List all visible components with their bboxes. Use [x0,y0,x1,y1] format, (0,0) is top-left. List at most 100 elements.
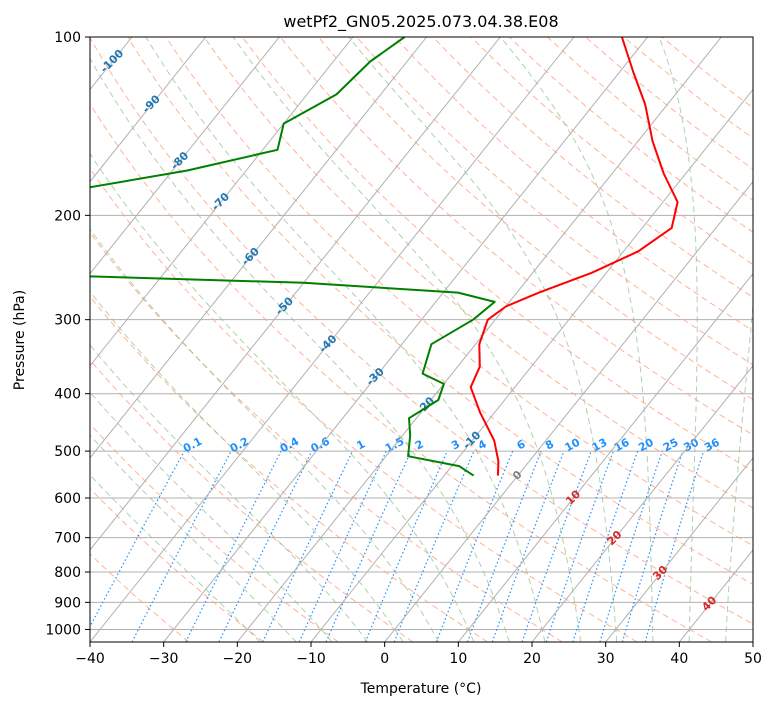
mixing-ratio-line [218,450,313,642]
mixing-ratio-label: 8 [543,437,556,452]
y-tick-label: 200 [54,208,81,224]
dry-adiabat [318,37,753,401]
mixing-ratio-line [644,450,705,642]
mixing-ratio-line [435,450,514,642]
isotherm-line [90,37,575,642]
y-axis-label: Pressure (hPa) [12,290,28,390]
dry-adiabat [127,37,753,586]
plot-area: 0.10.20.40.611.52346810131620253036-100-… [90,37,753,642]
isotherm-line [90,37,501,551]
x-tick-label: 20 [523,651,541,667]
mixing-ratio-label: 13 [590,436,610,455]
mixing-ratio-line [572,450,639,642]
mixing-ratio-label: 3 [449,437,462,452]
dry-adiabat [90,487,264,642]
moist-adiabat [232,37,582,642]
mixing-ratio-line [185,450,282,642]
x-axis-label: Temperature (°C) [360,681,482,697]
dry-adiabat [585,37,753,170]
isotherm-line [90,37,354,367]
mixing-ratio-line [466,450,542,642]
isotherm-line [310,88,753,642]
mixing-ratio-line [545,450,614,642]
dry-adiabat [547,37,753,201]
mixing-ratio-label: 10 [563,436,583,455]
isotherm-label: -100 [98,47,127,76]
x-tick-label: −40 [75,651,105,667]
dry-adiabat [470,37,753,266]
y-tick-label: 900 [54,595,81,611]
dry-adiabat [90,167,638,642]
y-tick-label: 300 [54,313,81,329]
dry-adiabat [508,37,753,233]
mixing-ratio-line [90,450,185,628]
x-tick-label: −10 [296,651,326,667]
dry-adiabat [90,423,339,642]
isotherm-line [90,37,280,275]
isotherm-label: 30 [650,563,670,583]
isotherm-line [384,180,753,642]
x-tick-label: 10 [449,651,467,667]
mixing-ratio-label: 20 [636,436,656,455]
isotherm-label: 10 [563,487,583,507]
isotherm-line [163,37,649,642]
dry-adiabat [356,37,753,366]
mixing-ratio-label: 0.1 [181,435,204,456]
isotherm-line [605,457,753,642]
isotherm-label: -50 [273,294,296,317]
moist-adiabat [90,152,475,642]
mixing-ratio-line [262,450,354,642]
dry-adiabat [432,37,753,298]
isotherm-line [90,37,207,183]
mixing-ratio-label: 25 [661,436,681,455]
isotherm-label: -90 [140,92,163,115]
mixing-ratio-label: 16 [612,436,632,455]
mixing-ratio-line [364,450,448,642]
dry-adiabat [90,37,753,625]
isotherm-label: -40 [316,332,339,355]
mixing-ratio-line [521,450,592,642]
x-axis: −40 −30 −20 −10 0 10 20 30 40 50 [75,642,762,667]
isotherm-line [457,272,753,642]
y-tick-label: 1000 [45,622,81,638]
y-tick-label: 500 [54,444,81,460]
mixing-ratio-line [491,450,565,642]
dry-adiabat [90,553,190,642]
isotherm-line [678,549,753,642]
isotherm-label: 40 [699,593,719,613]
mixing-ratio-label: 6 [515,437,528,452]
moist-adiabat [658,37,698,642]
x-tick-label: 0 [380,651,389,667]
x-tick-label: 30 [597,651,615,667]
moist-adiabat [348,37,618,642]
isotherm-label: -80 [168,149,191,172]
dry-adiabat [165,37,753,547]
isotherm-label: 20 [605,528,625,548]
isotherm-line [236,37,722,642]
moist-adiabat [90,474,261,642]
moist-adiabat [90,391,333,642]
dry-adiabat [90,231,563,642]
y-tick-label: 600 [54,491,81,507]
x-tick-label: −30 [149,651,179,667]
moist-adiabat [90,290,404,642]
moist-adiabat [725,300,753,642]
moist-adiabat [145,37,546,642]
temperature-line [469,37,679,476]
isotherm-line [752,641,753,642]
moist-adiabat [90,344,369,642]
y-axis: 100 200 300 400 500 600 700 800 900 1000 [45,30,90,638]
mixing-ratio-label: 36 [702,436,722,455]
isotherm-line [531,364,753,642]
mixing-ratio-line [599,450,663,642]
chart-title: wetPf2_GN05.2025.073.04.38.E08 [283,12,558,32]
isotherm-line [90,37,428,459]
moist-adiabat [90,57,510,642]
dry-adiabat [394,37,753,332]
mixing-ratio-line [325,450,412,642]
mixing-ratio-label: 0.6 [309,435,333,456]
isotherm-label: -60 [239,245,262,268]
mixing-ratio-label: 2 [413,437,426,452]
moist-adiabat [499,37,654,642]
